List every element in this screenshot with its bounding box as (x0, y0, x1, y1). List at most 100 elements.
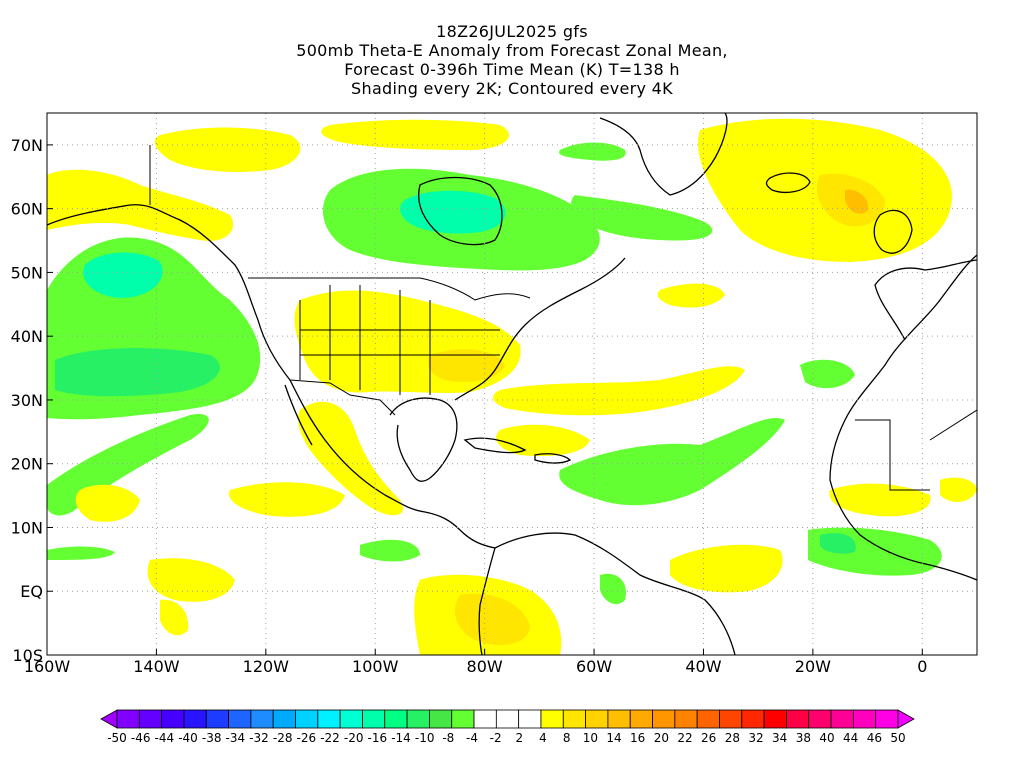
colorbar-label: 32 (748, 731, 763, 745)
coast-greenland (599, 113, 728, 196)
colorbar-arrow-low (100, 709, 118, 729)
colorbar-swatch (250, 709, 274, 729)
colorbar-swatch (540, 709, 564, 729)
colorbar-label: 16 (630, 731, 645, 745)
colorbar-swatch (272, 709, 296, 729)
shade-us-gold (428, 349, 505, 382)
colorbar-label: 14 (606, 731, 621, 745)
colorbar-swatch (362, 709, 386, 729)
coast-gulf-mexico (389, 397, 458, 482)
colorbar-swatch (852, 709, 877, 729)
shade-npacific-teal2 (55, 348, 220, 397)
shade-labrador-green (571, 195, 713, 241)
lat-tick-label: 20N (11, 455, 43, 474)
lon-tick-label: 120W (243, 657, 290, 676)
coast-baja (284, 384, 313, 446)
shade-africa-yellow2 (940, 477, 977, 502)
colorbar-swatch (495, 709, 520, 729)
shade-pacific-green-eq (47, 546, 115, 560)
boundaries (149, 145, 977, 491)
shade-canada-yellow (154, 127, 301, 172)
colorbar-label: -38 (202, 731, 222, 745)
colorbar-label: 2 (516, 731, 524, 745)
colorbar-swatch (674, 709, 698, 729)
shade-atlantic-green (559, 418, 785, 506)
colorbar-label: -14 (391, 731, 411, 745)
border-west-africa (855, 409, 977, 491)
latitude-labels: 70N 60N 50N 40N 30N 20N 10N EQ 10S (11, 136, 53, 665)
coast-south-america (494, 532, 736, 655)
shade-pacific-yellow2 (147, 558, 235, 602)
colorbar-swatch (428, 709, 453, 729)
lon-tick-label: 20W (795, 657, 831, 676)
shade-canada-teal (400, 190, 506, 234)
colorbar-label: -40 (178, 731, 198, 745)
colorbar-swatch (295, 709, 319, 729)
coast-sa-west (478, 547, 496, 655)
longitude-labels: 160W 140W 120W 100W 80W 60W 40W 20W 0 (24, 649, 927, 676)
colorbar-label: -20 (344, 731, 364, 745)
colorbar-swatch (228, 709, 252, 729)
map-frame (46, 112, 978, 656)
coastlines (47, 113, 977, 655)
colorbar-label: 44 (843, 731, 858, 745)
colorbar-swatch (585, 709, 609, 729)
colorbar-label: -26 (297, 731, 317, 745)
colorbar-swatch (741, 709, 765, 729)
colorbar-swatch (183, 709, 207, 729)
lon-tick-label: 160W (24, 657, 71, 676)
anomaly-shading (47, 118, 977, 655)
colorbar-label: 40 (819, 731, 834, 745)
colorbar-swatch (161, 709, 185, 729)
colorbar-swatch (205, 709, 229, 729)
colorbar-swatch (652, 709, 676, 729)
shade-brazil-green (600, 573, 626, 605)
title-line-shading: Shading every 2K; Contoured every 4K (351, 79, 673, 98)
title-line-forecast: Forecast 0-396h Time Mean (K) T=138 h (344, 60, 680, 79)
colorbar-swatch (116, 709, 140, 729)
colorbar-label: -32 (249, 731, 269, 745)
colorbar-label: -10 (415, 731, 435, 745)
colorbar-swatch (763, 709, 787, 729)
us-states-grid (299, 285, 500, 395)
colorbar-label: 34 (772, 731, 787, 745)
colorbar-label: 38 (796, 731, 811, 745)
map-title: 18Z26JUL2025 gfs 500mb Theta-E Anomaly f… (0, 22, 1024, 98)
coast-uk (873, 209, 913, 254)
lat-tick-label: 10S (12, 646, 43, 665)
shade-atlantic-yellow2 (657, 283, 725, 308)
lat-tick-label: EQ (20, 582, 43, 601)
shade-atlantic-green-ne (800, 359, 855, 389)
colorbar-swatch (339, 709, 363, 729)
colorbar-label: -46 (131, 731, 151, 745)
colorbar-label: 46 (867, 731, 882, 745)
colorbar-label: 26 (701, 731, 716, 745)
title-line-date: 18Z26JUL2025 gfs (436, 22, 588, 41)
coast-us-east (454, 257, 626, 401)
lat-tick-label: 30N (11, 391, 43, 410)
coast-cuba (463, 437, 527, 454)
colorbar-swatch (473, 709, 497, 729)
colorbar-label: -22 (320, 731, 340, 745)
colorbar-swatch (317, 709, 341, 729)
colorbar-label: -44 (155, 731, 175, 745)
shade-carib-yellow (496, 424, 590, 457)
colorbar-swatch (786, 709, 810, 729)
shade-ne-atlantic-orange (845, 189, 869, 214)
shade-carib-green (360, 539, 420, 562)
colorbar-swatch (138, 709, 163, 729)
colorbar-label: 50 (890, 731, 905, 745)
colorbar-swatch (719, 709, 743, 729)
coast-africa (829, 254, 977, 581)
coast-europe (874, 259, 977, 341)
colorbar-label: 20 (654, 731, 669, 745)
colorbar-swatch (696, 709, 720, 729)
shade-samerica-gold (455, 593, 530, 645)
shade-africa-yellow (829, 483, 931, 517)
lon-tick-label: 60W (576, 657, 612, 676)
colorbar-arrow-high (897, 709, 915, 729)
lon-tick-label: 140W (133, 657, 180, 676)
colorbar-swatch (830, 709, 854, 729)
colorbar-swatch (384, 709, 408, 729)
colorbar-label: 28 (725, 731, 740, 745)
